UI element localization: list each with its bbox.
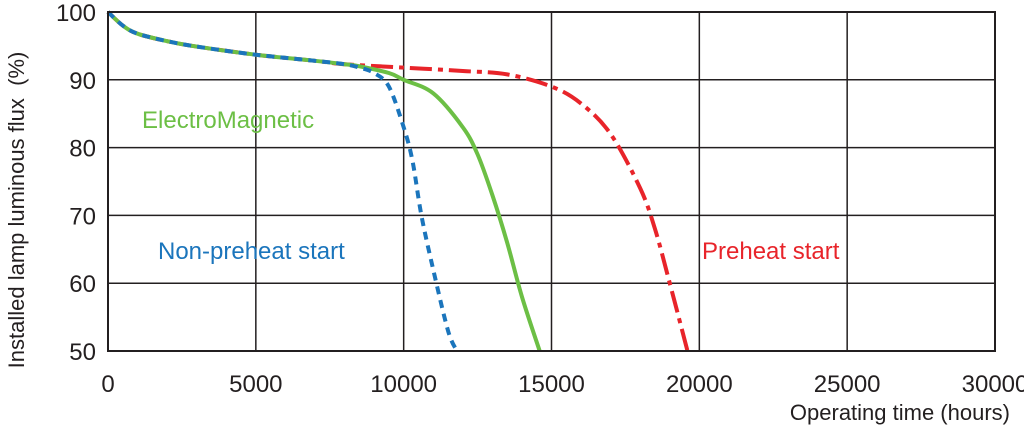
grid	[107, 11, 996, 352]
x-tick-label: 30000	[962, 371, 1024, 398]
x-tick-label: 20000	[666, 371, 733, 398]
plot-frame	[107, 11, 996, 352]
x-tick-label: 0	[101, 371, 114, 398]
x-axis-label: Operating time (hours)	[790, 400, 1010, 425]
y-tick-label: 80	[69, 136, 96, 163]
x-tick-label: 15000	[518, 371, 585, 398]
y-tick-label: 50	[69, 339, 96, 366]
series-line-electromagnetic	[106, 10, 542, 352]
legend-label-preheat: Preheat start	[702, 238, 840, 265]
y-tick-label: 60	[69, 271, 96, 298]
series-lines	[106, 10, 690, 352]
y-tick-label: 70	[69, 203, 96, 230]
series-line-non-preheat-start	[106, 10, 459, 352]
series-line-preheat-start	[106, 10, 690, 352]
legend-label-non-preheat: Non-preheat start	[158, 238, 345, 265]
x-tick-label: 25000	[814, 371, 881, 398]
x-tick-label: 10000	[370, 371, 437, 398]
y-tick-label: 100	[56, 0, 96, 27]
y-tick-labels: 50 60 70 80 90 100	[56, 0, 96, 366]
x-tick-label: 5000	[229, 371, 282, 398]
legend-label-electromagnetic: ElectroMagnetic	[142, 107, 314, 134]
x-tick-labels: 0 5000 10000 15000 20000 25000 30000	[101, 371, 1024, 398]
y-axis-label: Installed lamp luminous flux (%)	[4, 52, 29, 369]
y-tick-label: 90	[69, 68, 96, 95]
